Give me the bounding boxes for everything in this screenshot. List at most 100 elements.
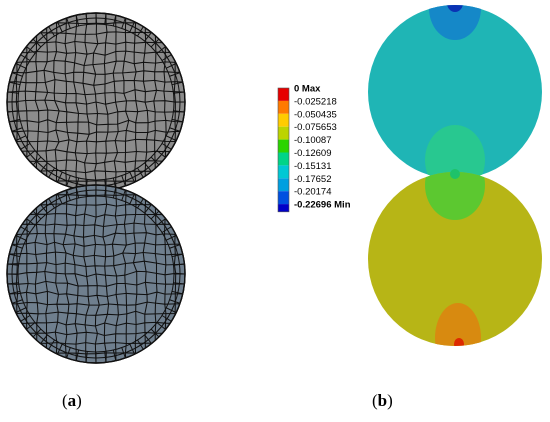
legend-label: 0 Max: [294, 84, 321, 95]
mesh-spoke: [11, 299, 23, 304]
mesh-spoke: [112, 15, 117, 27]
mesh-spoke: [56, 344, 63, 355]
mesh-spoke: [137, 339, 144, 350]
legend-label: -0.22696 Min: [294, 200, 351, 211]
mesh-spoke: [66, 175, 71, 187]
mesh-spoke: [144, 32, 152, 42]
mesh-spoke: [26, 46, 36, 54]
mesh-spoke: [56, 193, 63, 204]
mesh-spoke: [7, 110, 19, 113]
mesh-line-vertical: [111, 185, 119, 363]
legend-label: -0.12609: [294, 148, 332, 159]
mesh-spoke: [15, 135, 26, 142]
mesh-spoke: [169, 127, 181, 132]
mesh-spoke: [104, 185, 107, 197]
mesh-spoke: [9, 253, 21, 258]
mesh-spoke: [66, 189, 71, 201]
mesh-line-vertical: [93, 185, 100, 363]
mesh-line-vertical: [82, 185, 90, 363]
mesh-spoke: [32, 210, 42, 220]
mesh-spoke: [85, 351, 88, 363]
mesh-line-vertical: [53, 185, 60, 363]
mesh-line-vertical: [122, 13, 130, 191]
mesh-line-vertical: [53, 13, 60, 191]
mesh-spoke: [9, 290, 21, 295]
mesh-spoke: [173, 282, 185, 285]
bottom-disc-lower-contact-zone: [435, 303, 481, 346]
mesh-spoke: [169, 72, 181, 77]
mesh-spoke: [15, 307, 26, 314]
mesh-spoke: [32, 328, 42, 338]
mesh-spoke: [75, 15, 80, 27]
mesh-spoke: [40, 204, 48, 214]
mesh-spoke: [75, 187, 80, 199]
mesh-spoke: [26, 150, 36, 158]
mesh-spoke: [156, 218, 166, 226]
mesh-spoke: [171, 118, 183, 123]
mesh-spoke: [66, 347, 71, 359]
legend-label: -0.17652: [294, 174, 332, 185]
mesh-spoke: [48, 26, 55, 37]
mesh-spoke: [171, 253, 183, 258]
mesh-spoke: [20, 226, 31, 233]
mesh-spoke: [129, 193, 136, 204]
mesh-spoke: [161, 54, 172, 61]
panel-a: [6, 12, 186, 364]
top-disc-mesh-lines: [7, 13, 185, 191]
legend-color-band: [278, 113, 289, 127]
legend-label: -0.15131: [294, 161, 332, 172]
mesh-line-vertical: [44, 185, 49, 363]
mesh-spoke: [20, 315, 31, 322]
mesh-spoke: [66, 17, 71, 29]
mesh-line-vertical: [103, 13, 109, 191]
mesh-spoke: [7, 91, 19, 94]
mesh-spoke: [11, 72, 23, 77]
mesh-spoke: [48, 339, 55, 350]
mesh-spoke: [137, 198, 144, 209]
legend-color-band: [278, 204, 289, 212]
mesh-spoke: [173, 110, 185, 113]
mesh-spoke: [121, 17, 126, 29]
bottom-disc-lower-contact-core: [454, 338, 464, 346]
contact-point-marker: [450, 169, 460, 179]
mesh-spoke: [156, 150, 166, 158]
mesh-spoke: [166, 307, 177, 314]
mesh-spoke: [161, 143, 172, 150]
legend-color-band: [278, 178, 289, 192]
panel-label-a: (a): [62, 391, 82, 410]
mesh-spoke: [166, 62, 177, 69]
mesh-spoke: [171, 290, 183, 295]
mesh-spoke: [20, 143, 31, 150]
mesh-spoke: [11, 127, 23, 132]
mesh-spoke: [15, 62, 26, 69]
legend-color-band: [278, 139, 289, 153]
mesh-line-vertical: [122, 185, 128, 363]
mesh-line-vertical: [142, 185, 148, 363]
mesh-spoke: [40, 334, 48, 344]
mesh-spoke: [85, 13, 88, 25]
mesh-spoke: [129, 172, 136, 183]
mesh-spoke: [7, 282, 19, 285]
mesh-spoke: [32, 38, 42, 48]
mesh-spoke: [169, 244, 181, 249]
bottom-disc-outline: [6, 184, 186, 364]
bottom-disc-mesh-lines: [7, 185, 185, 363]
mesh-spoke: [40, 162, 48, 172]
mesh-spoke: [171, 81, 183, 86]
mesh-spoke: [56, 172, 63, 183]
mesh-spoke: [48, 198, 55, 209]
bottom-disc-upper-contact-zone: [425, 172, 485, 220]
mesh-spoke: [166, 135, 177, 142]
mesh-spoke: [7, 263, 19, 266]
mesh-spoke: [144, 204, 152, 214]
mesh-line-vertical: [132, 185, 138, 363]
mesh-spoke: [26, 322, 36, 330]
mesh-spoke: [150, 156, 160, 166]
mesh-spoke: [129, 21, 136, 32]
mesh-spoke: [156, 46, 166, 54]
mesh-spoke: [129, 344, 136, 355]
mesh-spoke: [26, 218, 36, 226]
mesh-spoke: [173, 91, 185, 94]
legend-color-band: [278, 152, 289, 166]
mesh-spoke: [150, 328, 160, 338]
